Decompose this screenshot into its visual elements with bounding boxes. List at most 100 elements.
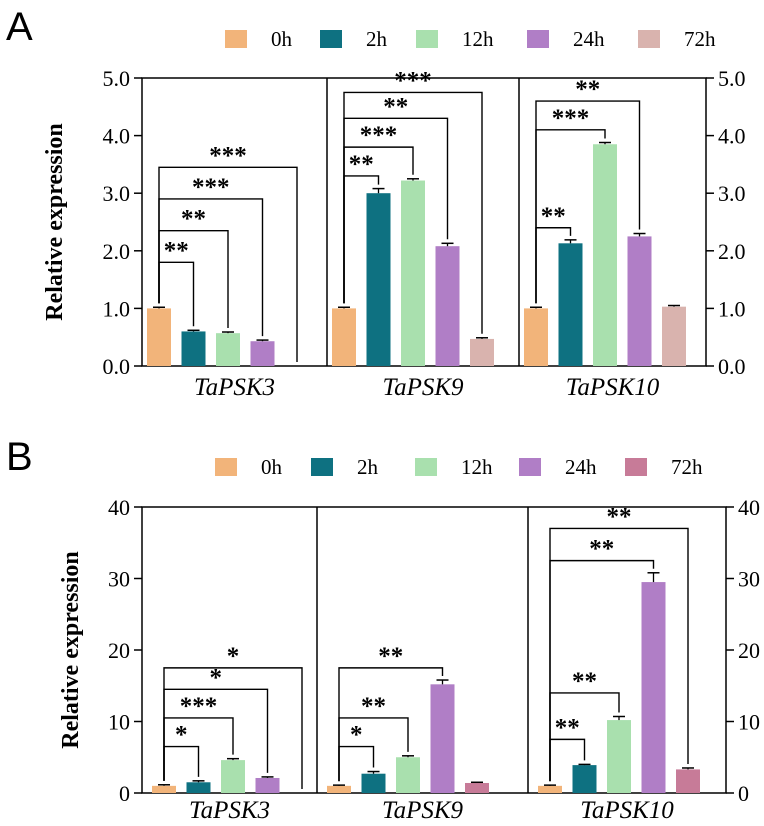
bar-TaPSK9-24h [435, 246, 460, 366]
y-tick-label-right-0: 0.0 [718, 354, 746, 379]
bar-TaPSK9-12h [396, 757, 420, 793]
significance-bracket-TaPSK3-2 [158, 198, 264, 337]
significance-label-TaPSK3-1: *** [180, 693, 218, 720]
bar-TaPSK3-2h [181, 331, 206, 366]
bar-TaPSK10-2h [572, 765, 597, 793]
bar-TaPSK9-72h [470, 338, 494, 366]
bar-TaPSK10-0h [524, 308, 548, 366]
significance-label-TaPSK10-8: ** [541, 203, 566, 230]
legend-label-72h: 72h [684, 27, 716, 51]
y-tick-label-left-3: 3.0 [103, 181, 131, 206]
y-tick-label-right-4: 40 [738, 495, 760, 520]
legend-swatch-0h [225, 30, 247, 48]
significance-bracket-TaPSK9-6 [338, 667, 444, 782]
bar-TaPSK9-0h [332, 308, 356, 366]
legend-label-12h: 12h [462, 27, 494, 51]
panel-letter: B [6, 435, 33, 479]
bar-TaPSK10-2h [558, 243, 583, 366]
category-label-TaPSK10: TaPSK10 [580, 797, 674, 824]
legend-swatch-2h [311, 458, 333, 476]
significance-label-TaPSK9-4: * [350, 722, 363, 749]
significance-bracket-TaPSK3-3 [163, 667, 303, 789]
legend-swatch-12h [416, 30, 438, 48]
legend-swatch-24h [527, 30, 549, 48]
significance-label-TaPSK9-5: *** [360, 122, 398, 149]
bar-TaPSK3-24h [255, 777, 280, 793]
y-axis-label: Relative expression [58, 551, 84, 749]
legend-swatch-72h [638, 30, 660, 48]
panel-b: B 0h 2h 12h 24h 72h 0 0 10 10 20 20 30 30 40 40 Relative… [6, 435, 760, 824]
significance-label-TaPSK10-10: ** [575, 76, 600, 103]
y-tick-label-left-2: 2.0 [103, 239, 131, 264]
significance-label-TaPSK9-7: *** [394, 67, 432, 94]
panel-a: A 0h 2h 12h 24h 72h 0.0 0.0 1.0 1.0 2.0 2.0 3.0 3.0 4.… [6, 5, 746, 401]
legend-swatch-12h [415, 458, 437, 476]
bar-TaPSK10-24h [627, 236, 652, 366]
y-tick-label-right-2: 2.0 [718, 239, 746, 264]
y-tick-label-left-4: 4.0 [103, 124, 131, 149]
y-tick-label-right-3: 3.0 [718, 181, 746, 206]
y-tick-label-left-3: 30 [108, 567, 130, 592]
y-axis-label: Relative expression [42, 123, 68, 321]
significance-bracket-TaPSK10-10 [535, 100, 641, 304]
y-tick-label-right-3: 30 [738, 567, 760, 592]
significance-label-TaPSK3-0: ** [164, 237, 189, 264]
y-tick-label-left-5: 5.0 [103, 66, 131, 91]
bar-TaPSK9-24h [430, 684, 455, 793]
bar-TaPSK10-0h [538, 785, 562, 793]
legend-swatch-2h [320, 30, 342, 48]
y-tick-label-left-0: 0 [119, 781, 130, 806]
panel-letter: A [6, 5, 33, 49]
significance-label-TaPSK3-1: ** [181, 206, 206, 233]
legend-label-0h: 0h [261, 455, 283, 479]
bar-TaPSK3-12h [221, 760, 245, 793]
significance-label-TaPSK3-0: * [175, 722, 188, 749]
category-label-TaPSK10: TaPSK10 [566, 374, 660, 401]
significance-label-TaPSK3-2: *** [192, 174, 230, 201]
significance-label-TaPSK3-2: * [210, 664, 223, 691]
y-tick-label-right-2: 20 [738, 638, 760, 663]
y-tick-label-right-5: 5.0 [718, 66, 746, 91]
y-tick-label-right-4: 4.0 [718, 124, 746, 149]
y-tick-label-left-4: 40 [108, 495, 130, 520]
bar-TaPSK3-2h [186, 782, 211, 793]
significance-label-TaPSK9-6: ** [383, 93, 408, 120]
y-tick-label-left-1: 10 [108, 710, 130, 735]
bar-TaPSK9-2h [361, 773, 386, 793]
y-tick-label-left-2: 20 [108, 638, 130, 663]
bar-TaPSK3-0h [147, 308, 171, 366]
category-label-TaPSK9: TaPSK9 [382, 797, 464, 824]
y-tick-label-right-1: 10 [738, 710, 760, 735]
legend-swatch-24h [519, 458, 541, 476]
bar-TaPSK10-12h [607, 720, 631, 793]
significance-label-TaPSK3-3: * [227, 643, 240, 670]
legend-swatch-0h [215, 458, 237, 476]
significance-bracket-TaPSK3-0 [163, 745, 200, 781]
y-tick-label-left-0: 0.0 [103, 354, 131, 379]
significance-label-TaPSK10-9: ** [589, 536, 614, 563]
bar-TaPSK10-12h [593, 144, 617, 366]
category-label-TaPSK3: TaPSK3 [189, 797, 270, 824]
significance-label-TaPSK9-4: ** [349, 151, 374, 178]
legend-label-0h: 0h [271, 27, 293, 51]
y-tick-label-right-0: 0 [738, 781, 749, 806]
y-tick-label-right-1: 1.0 [718, 296, 746, 321]
legend-label-12h: 12h [461, 455, 493, 479]
significance-bracket-TaPSK3-3 [158, 166, 298, 362]
bar-TaPSK10-72h [676, 769, 700, 793]
significance-label-TaPSK10-8: ** [572, 668, 597, 695]
category-label-TaPSK3: TaPSK3 [194, 374, 275, 401]
legend-label-72h: 72h [671, 455, 703, 479]
legend-label-24h: 24h [565, 455, 597, 479]
category-label-TaPSK9: TaPSK9 [382, 374, 464, 401]
significance-label-TaPSK3-3: *** [209, 142, 247, 169]
bar-TaPSK3-12h [216, 333, 240, 366]
legend-label-2h: 2h [366, 27, 388, 51]
significance-bracket-TaPSK10-9 [549, 559, 655, 782]
bar-TaPSK10-72h [662, 306, 686, 366]
significance-label-TaPSK9-5: ** [361, 693, 386, 720]
bar-TaPSK9-0h [327, 785, 351, 793]
bar-TaPSK3-0h [152, 785, 176, 793]
legend-label-24h: 24h [573, 27, 605, 51]
